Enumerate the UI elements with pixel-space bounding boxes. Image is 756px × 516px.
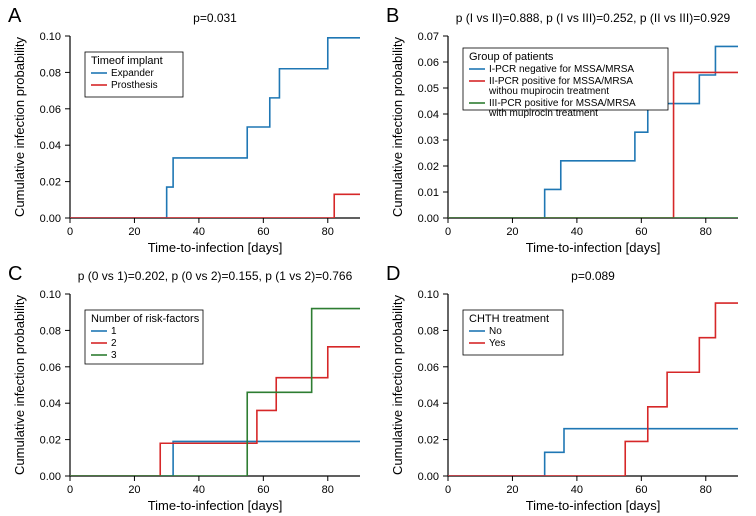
svg-text:p (I vs II)=0.888, p (I vs III: p (I vs II)=0.888, p (I vs III)=0.252, p… <box>456 11 731 25</box>
svg-text:0.02: 0.02 <box>418 161 439 173</box>
svg-text:0.08: 0.08 <box>418 325 439 337</box>
svg-text:0.04: 0.04 <box>418 109 439 121</box>
svg-text:A: A <box>8 5 22 27</box>
svg-text:0.07: 0.07 <box>418 31 439 43</box>
svg-text:Time-to-infection [days]: Time-to-infection [days] <box>526 240 661 255</box>
svg-text:0.02: 0.02 <box>40 177 61 189</box>
svg-text:Time-to-infection [days]: Time-to-infection [days] <box>148 498 283 513</box>
series-line-0 <box>448 429 738 476</box>
legend-item-1: Yes <box>489 338 505 349</box>
svg-text:Time-to-infection [days]: Time-to-infection [days] <box>526 498 661 513</box>
svg-text:60: 60 <box>257 484 269 496</box>
svg-text:0.06: 0.06 <box>418 57 439 69</box>
svg-text:40: 40 <box>193 226 205 238</box>
svg-text:CHTH treatment: CHTH treatment <box>469 313 549 325</box>
svg-text:D: D <box>386 263 400 285</box>
legend-item-0: I-PCR negative for MSSA/MRSA <box>489 64 634 75</box>
legend-item-2: with mupirocin treatment <box>488 108 598 119</box>
svg-text:20: 20 <box>128 226 140 238</box>
svg-text:0.00: 0.00 <box>40 471 61 483</box>
svg-text:0.01: 0.01 <box>418 187 439 199</box>
svg-text:p=0.031: p=0.031 <box>193 11 237 25</box>
svg-text:0: 0 <box>445 226 451 238</box>
series-line-0 <box>70 441 360 476</box>
svg-text:0.02: 0.02 <box>418 435 439 447</box>
svg-text:80: 80 <box>700 484 712 496</box>
svg-text:40: 40 <box>193 484 205 496</box>
svg-text:60: 60 <box>257 226 269 238</box>
svg-text:20: 20 <box>506 484 518 496</box>
svg-text:0.04: 0.04 <box>418 398 439 410</box>
svg-text:Timeof implant: Timeof implant <box>91 55 163 67</box>
svg-text:80: 80 <box>322 226 334 238</box>
svg-text:0.10: 0.10 <box>418 289 439 301</box>
svg-text:p=0.089: p=0.089 <box>571 269 615 283</box>
svg-text:0: 0 <box>445 484 451 496</box>
svg-text:40: 40 <box>571 484 583 496</box>
legend-item-1: Prosthesis <box>111 80 158 91</box>
svg-text:0.10: 0.10 <box>40 289 61 301</box>
svg-text:20: 20 <box>506 226 518 238</box>
legend-item-1: 2 <box>111 338 117 349</box>
svg-text:0.08: 0.08 <box>40 67 61 79</box>
svg-text:Cumulative infection probabili: Cumulative infection probability <box>390 295 405 475</box>
legend-item-2: 3 <box>111 350 117 361</box>
legend-item-0: 1 <box>111 326 117 337</box>
svg-text:20: 20 <box>128 484 140 496</box>
svg-text:Cumulative infection probabili: Cumulative infection probability <box>12 295 27 475</box>
svg-text:0: 0 <box>67 484 73 496</box>
legend-item-0: Expander <box>111 68 154 79</box>
svg-text:Cumulative infection probabili: Cumulative infection probability <box>390 37 405 217</box>
series-line-1 <box>70 347 360 476</box>
svg-text:60: 60 <box>635 226 647 238</box>
svg-text:80: 80 <box>322 484 334 496</box>
svg-text:40: 40 <box>571 226 583 238</box>
svg-text:Cumulative infection probabili: Cumulative infection probability <box>12 37 27 217</box>
svg-text:0.04: 0.04 <box>40 140 61 152</box>
legend-item-0: No <box>489 326 502 337</box>
svg-text:0.06: 0.06 <box>40 362 61 374</box>
svg-text:Time-to-infection [days]: Time-to-infection [days] <box>148 240 283 255</box>
svg-text:0.10: 0.10 <box>40 31 61 43</box>
svg-text:0.02: 0.02 <box>40 435 61 447</box>
svg-text:0.06: 0.06 <box>418 362 439 374</box>
svg-text:Group of patients: Group of patients <box>469 51 554 63</box>
svg-text:0.00: 0.00 <box>40 213 61 225</box>
svg-text:0: 0 <box>67 226 73 238</box>
svg-text:0.04: 0.04 <box>40 398 61 410</box>
svg-text:0.08: 0.08 <box>40 325 61 337</box>
svg-text:0.05: 0.05 <box>418 83 439 95</box>
svg-text:80: 80 <box>700 226 712 238</box>
svg-text:p (0 vs 1)=0.202, p (0 vs 2)=0: p (0 vs 1)=0.202, p (0 vs 2)=0.155, p (1… <box>78 269 353 283</box>
svg-text:0.00: 0.00 <box>418 213 439 225</box>
svg-text:60: 60 <box>635 484 647 496</box>
legend-item-1: withou mupirocin treatment <box>488 86 609 97</box>
svg-text:0.03: 0.03 <box>418 135 439 147</box>
series-line-1 <box>70 194 360 218</box>
svg-text:Number of risk-factors: Number of risk-factors <box>91 313 200 325</box>
svg-text:0.06: 0.06 <box>40 104 61 116</box>
svg-text:C: C <box>8 263 22 285</box>
svg-text:0.00: 0.00 <box>418 471 439 483</box>
svg-text:B: B <box>386 5 399 27</box>
